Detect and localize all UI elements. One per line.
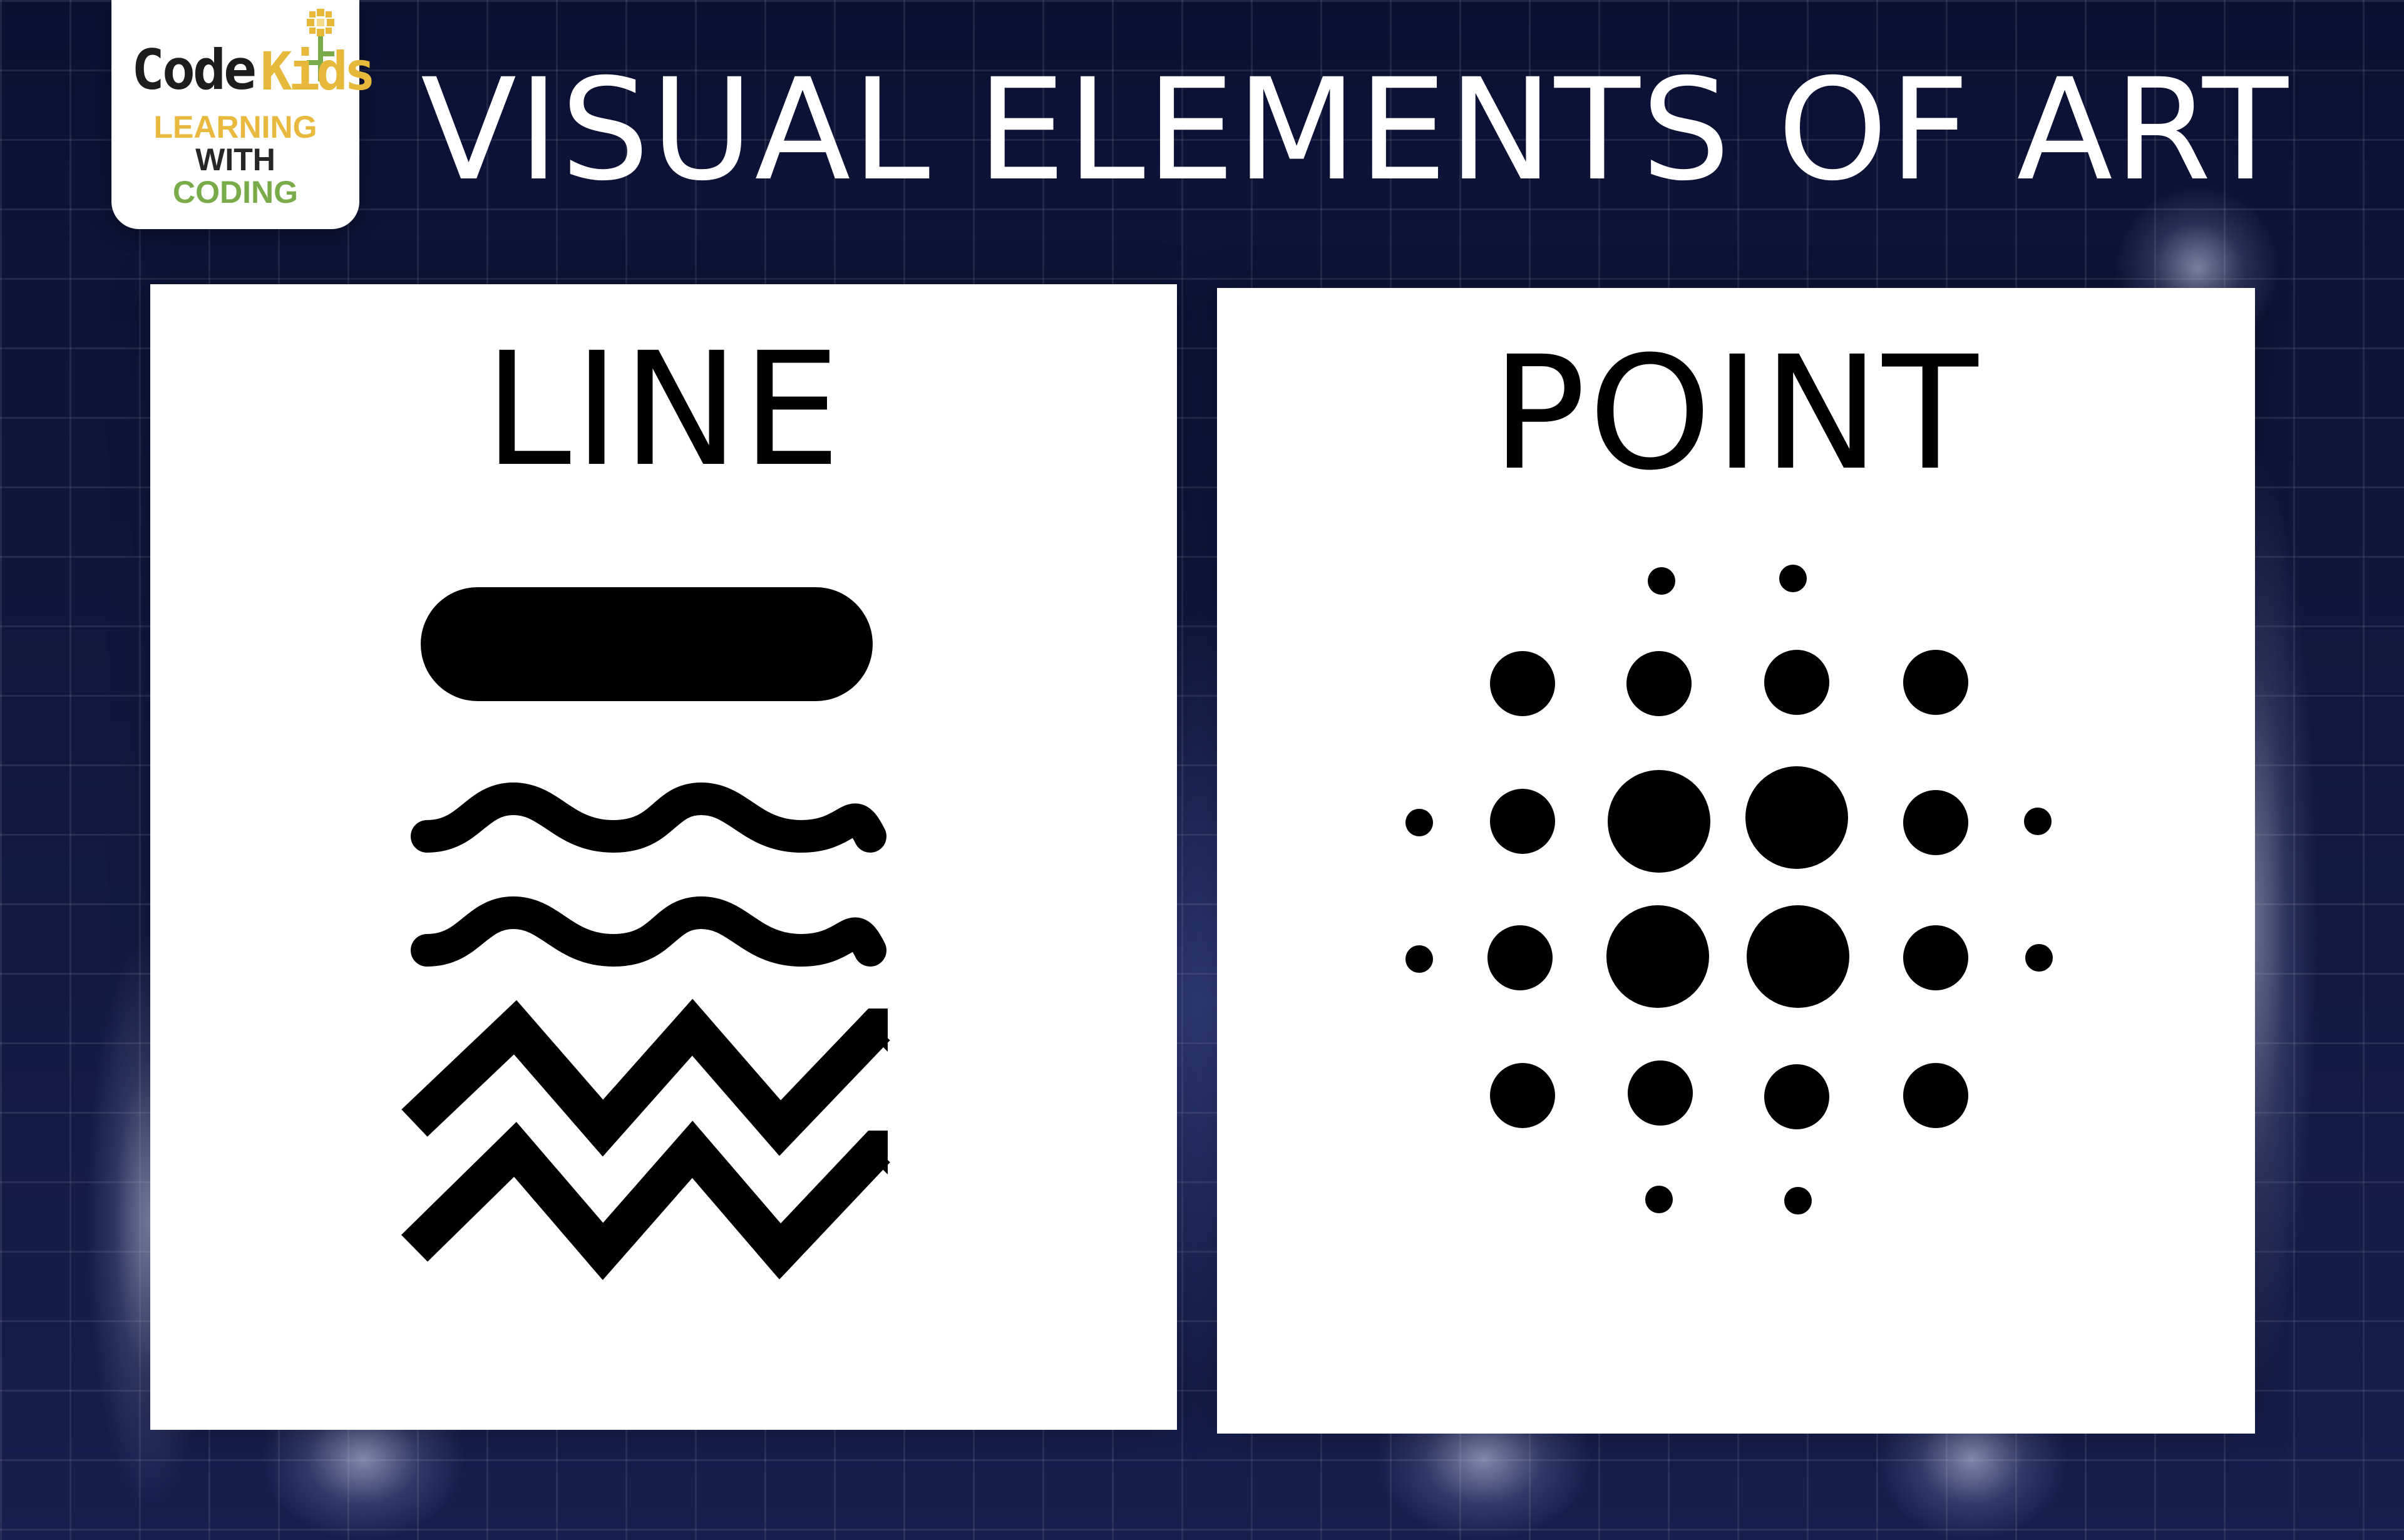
- dot-shape: [1745, 766, 1848, 869]
- dot-shape: [1487, 925, 1553, 990]
- dot-shape: [1903, 790, 1968, 855]
- logo: Code Kids LEARNING WITH CODING: [111, 0, 376, 229]
- flower-icon: [307, 9, 334, 81]
- dot-shape: [1490, 651, 1555, 716]
- dot-shape: [1405, 809, 1433, 836]
- dot-shape: [1405, 945, 1433, 973]
- point-panel: POINT: [1217, 288, 2255, 1434]
- dot-shape: [1626, 651, 1692, 716]
- zigzag-line-shape: [401, 1121, 890, 1280]
- dot-shape: [1764, 650, 1829, 715]
- line-examples-illustration: [401, 587, 890, 1280]
- dot-shape: [2025, 944, 2053, 972]
- dot-shape: [1784, 1187, 1812, 1214]
- wavy-line-shape: [411, 896, 886, 967]
- logo-kids-text: Kids: [260, 41, 376, 102]
- dot-shape: [1779, 565, 1807, 592]
- zigzag-line-shape: [401, 998, 890, 1157]
- dot-shape: [1606, 905, 1709, 1008]
- dot-shape: [1608, 770, 1710, 873]
- dot-shape: [1628, 1060, 1693, 1126]
- dot-shape: [1747, 905, 1849, 1008]
- zigzag-line-shape: [869, 1137, 888, 1174]
- line-panel-title: LINE: [484, 319, 843, 501]
- dot-shape: [1903, 1063, 1968, 1128]
- zigzag-line-shape: [869, 1014, 888, 1052]
- logo-with-text: WITH: [195, 142, 275, 177]
- logo-coding-text: CODING: [173, 175, 298, 210]
- dot-shape: [1903, 650, 1968, 715]
- wavy-line-shape: [411, 783, 886, 853]
- dot-shape: [2024, 808, 2052, 835]
- dot-shape: [1903, 925, 1968, 990]
- point-examples-illustration: [1405, 565, 2053, 1214]
- dot-shape: [1645, 1186, 1673, 1213]
- page-title: VISUAL ELEMENTS OF ART: [421, 48, 2289, 212]
- logo-code-text: Code: [131, 38, 257, 102]
- logo-learning-text: LEARNING: [153, 110, 317, 145]
- line-panel: LINE: [150, 284, 1177, 1430]
- straight-line-shape: [421, 587, 873, 701]
- point-panel-title: POINT: [1491, 322, 1981, 505]
- dot-shape: [1648, 567, 1675, 595]
- dot-shape: [1764, 1064, 1829, 1129]
- dot-shape: [1490, 1063, 1555, 1128]
- dot-shape: [1490, 789, 1555, 854]
